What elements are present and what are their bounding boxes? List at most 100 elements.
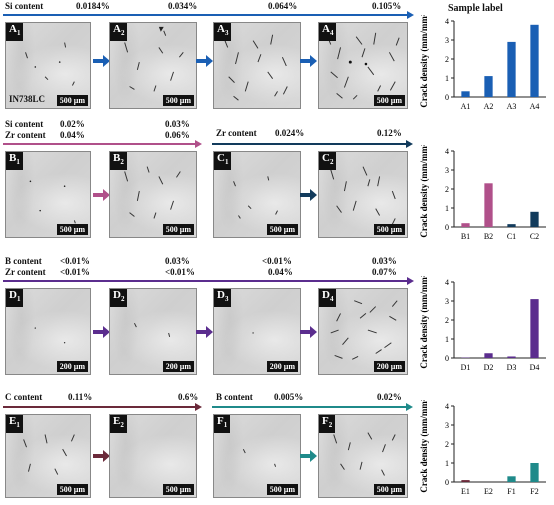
y-axis-label: Crack density (mm/mm²) xyxy=(419,145,429,238)
bar-F1 xyxy=(507,476,515,482)
material-label: IN738LC xyxy=(9,94,45,104)
x-tick-label: C2 xyxy=(530,232,539,241)
micrograph-c1: C1 500 µm xyxy=(213,151,301,238)
y-tick-label: 3 xyxy=(445,421,449,430)
composition-arrow-e xyxy=(3,402,203,412)
panel-label-f2: F2 xyxy=(319,415,335,433)
scale-bar-d3: 200 µm xyxy=(267,361,298,372)
scale-bar-e1: 500 µm xyxy=(57,484,88,495)
bar-B1 xyxy=(461,223,469,227)
scale-bar-b1: 500 µm xyxy=(57,224,88,235)
zr-value-c2: 0.12% xyxy=(377,128,402,138)
zr-content-label-c: Zr content xyxy=(216,128,257,138)
panel-label-e1: E1 xyxy=(6,415,23,433)
si-value-b1: 0.02% xyxy=(60,119,85,129)
panel-label-a2: A2 xyxy=(110,23,127,41)
bar-D3 xyxy=(507,356,515,358)
composition-arrow-a xyxy=(3,10,415,20)
x-tick-label: D1 xyxy=(461,363,471,372)
sample-label-title: Sample label xyxy=(448,3,503,14)
y-tick-label: 4 xyxy=(445,278,449,287)
scale-bar-d4: 200 µm xyxy=(374,361,405,372)
panel-label-d2: D2 xyxy=(110,289,127,307)
x-tick-label: B2 xyxy=(484,232,493,241)
micrograph-c2: C2 500 µm xyxy=(318,151,408,238)
y-tick-label: 3 xyxy=(445,166,449,175)
c-value-e1: 0.11% xyxy=(68,392,92,402)
x-tick-label: F2 xyxy=(530,487,538,496)
composition-arrow-d xyxy=(3,276,415,286)
micrograph-d4: D4 200 µm xyxy=(318,288,408,375)
y-tick-label: 0 xyxy=(445,478,449,487)
b-content-label-f: B content xyxy=(216,392,253,402)
b-content-label-d: B content xyxy=(5,256,42,266)
micrograph-b2: B2 500 µm xyxy=(109,151,197,238)
composition-arrow-f xyxy=(212,402,414,412)
micrograph-f2: F2 500 µm xyxy=(318,414,408,498)
bar-A2 xyxy=(484,76,492,97)
x-tick-label: D3 xyxy=(507,363,517,372)
scale-bar-c2: 500 µm xyxy=(374,224,405,235)
c-content-label-e: C content xyxy=(5,392,42,402)
si-content-label-b: Si content xyxy=(5,119,43,129)
x-tick-label: B1 xyxy=(461,232,470,241)
x-tick-label: A1 xyxy=(461,102,471,111)
y-tick-label: 4 xyxy=(445,147,449,156)
x-tick-label: D2 xyxy=(484,363,494,372)
y-axis-label: Crack density (mm/mm²) xyxy=(419,276,429,369)
scale-bar-a2: 500 µm xyxy=(163,95,194,106)
y-tick-label: 1 xyxy=(445,204,449,213)
bar-C1 xyxy=(507,224,515,227)
b-value-f2: 0.02% xyxy=(377,392,402,402)
bar-A4 xyxy=(530,25,538,97)
micrograph-f1: F1 500 µm xyxy=(213,414,301,498)
bar-F2 xyxy=(530,463,538,482)
panel-label-a3: A3 xyxy=(214,23,231,41)
y-axis-label: Crack density (mm/mm²) xyxy=(419,400,429,493)
arrow-d3-d4 xyxy=(300,326,318,338)
composition-arrow-c xyxy=(212,139,414,149)
micrograph-d3: D3 200 µm xyxy=(213,288,301,375)
b-value-f1: 0.005% xyxy=(274,392,303,402)
y-tick-label: 0 xyxy=(445,354,449,363)
micrograph-a1: A1 IN738LC 500 µm xyxy=(5,22,91,109)
y-tick-label: 0 xyxy=(445,223,449,232)
x-tick-label: A3 xyxy=(507,102,517,111)
b-value-d3: <0.01% xyxy=(262,256,292,266)
micrograph-a4: A4 500 µm xyxy=(318,22,408,109)
panel-label-f1: F1 xyxy=(214,415,230,433)
panel-label-c1: C1 xyxy=(214,152,231,170)
micrograph-b1: B1 500 µm xyxy=(5,151,91,238)
arrow-a2-a3 xyxy=(196,55,214,67)
panel-label-b2: B2 xyxy=(110,152,127,170)
y-tick-label: 0 xyxy=(445,93,449,102)
si-value-b2: 0.03% xyxy=(165,119,190,129)
x-tick-label: E1 xyxy=(461,487,470,496)
micrograph-d2: D2 200 µm xyxy=(109,288,197,375)
bar-E1 xyxy=(461,480,469,482)
y-tick-label: 4 xyxy=(445,17,449,26)
y-tick-label: 2 xyxy=(445,185,449,194)
arrow-c1-c2 xyxy=(300,189,318,201)
arrow-a3-a4 xyxy=(300,55,318,67)
bar-A3 xyxy=(507,42,515,97)
x-tick-label: F1 xyxy=(507,487,515,496)
scale-bar-c1: 500 µm xyxy=(267,224,298,235)
y-tick-label: 3 xyxy=(445,36,449,45)
crack-density-chart-b: Crack density (mm/mm²) 0 1 2 3 4 B1 B2 C1 C2 xyxy=(418,145,552,245)
x-tick-label: E2 xyxy=(484,487,493,496)
y-tick-label: 2 xyxy=(445,55,449,64)
panel-label-e2: E2 xyxy=(110,415,127,433)
micrograph-a2: A2 500 µm xyxy=(109,22,197,109)
scale-bar-f2: 500 µm xyxy=(374,484,405,495)
bar-B2 xyxy=(484,183,492,227)
y-tick-label: 1 xyxy=(445,335,449,344)
c-value-e2: 0.6% xyxy=(178,392,198,402)
y-tick-label: 4 xyxy=(445,402,449,411)
arrow-d2-d3 xyxy=(196,326,214,338)
x-tick-label: C1 xyxy=(507,232,516,241)
micrograph-a3: A3 xyxy=(213,22,301,109)
